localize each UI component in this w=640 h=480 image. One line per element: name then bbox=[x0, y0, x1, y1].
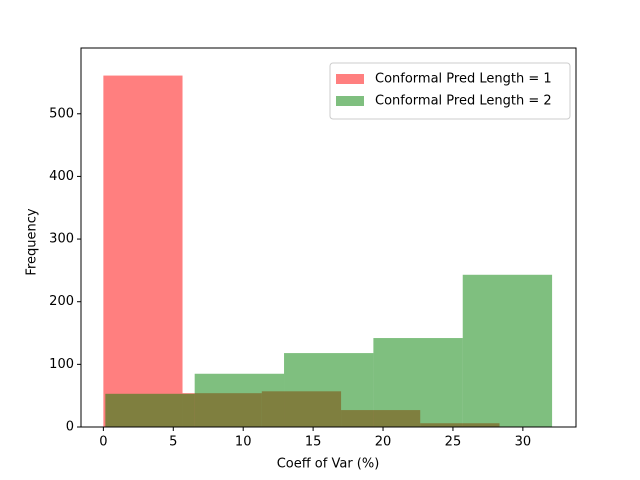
legend-swatch bbox=[336, 96, 364, 106]
y-tick-label: 400 bbox=[49, 169, 74, 184]
legend-box bbox=[329, 62, 571, 120]
legend-swatch bbox=[336, 74, 364, 84]
bar bbox=[462, 274, 553, 427]
legend-label: Conformal Pred Length = 2 bbox=[375, 94, 552, 109]
bar bbox=[194, 373, 285, 427]
x-tick-label: 5 bbox=[169, 435, 177, 450]
bar bbox=[103, 75, 183, 428]
x-tick-label: 30 bbox=[515, 435, 532, 450]
x-tick-label: 0 bbox=[99, 435, 107, 450]
bar bbox=[373, 338, 463, 427]
x-tick-label: 20 bbox=[375, 435, 392, 450]
bar bbox=[284, 353, 374, 427]
plot-frame bbox=[80, 47, 577, 428]
y-tick-label: 200 bbox=[49, 294, 74, 309]
bar bbox=[105, 393, 195, 427]
legend-label: Conformal Pred Length = 1 bbox=[375, 72, 552, 87]
x-axis-label: Coeff of Var (%) bbox=[277, 457, 380, 472]
x-tick-label: 15 bbox=[305, 435, 322, 450]
x-tick-label: 25 bbox=[445, 435, 462, 450]
y-tick-label: 100 bbox=[49, 357, 74, 372]
y-axis-label: Frequency bbox=[25, 208, 40, 275]
y-tick-label: 300 bbox=[49, 232, 74, 247]
y-tick-label: 500 bbox=[49, 106, 74, 121]
y-tick-label: 0 bbox=[66, 420, 74, 435]
x-tick-label: 10 bbox=[235, 435, 252, 450]
